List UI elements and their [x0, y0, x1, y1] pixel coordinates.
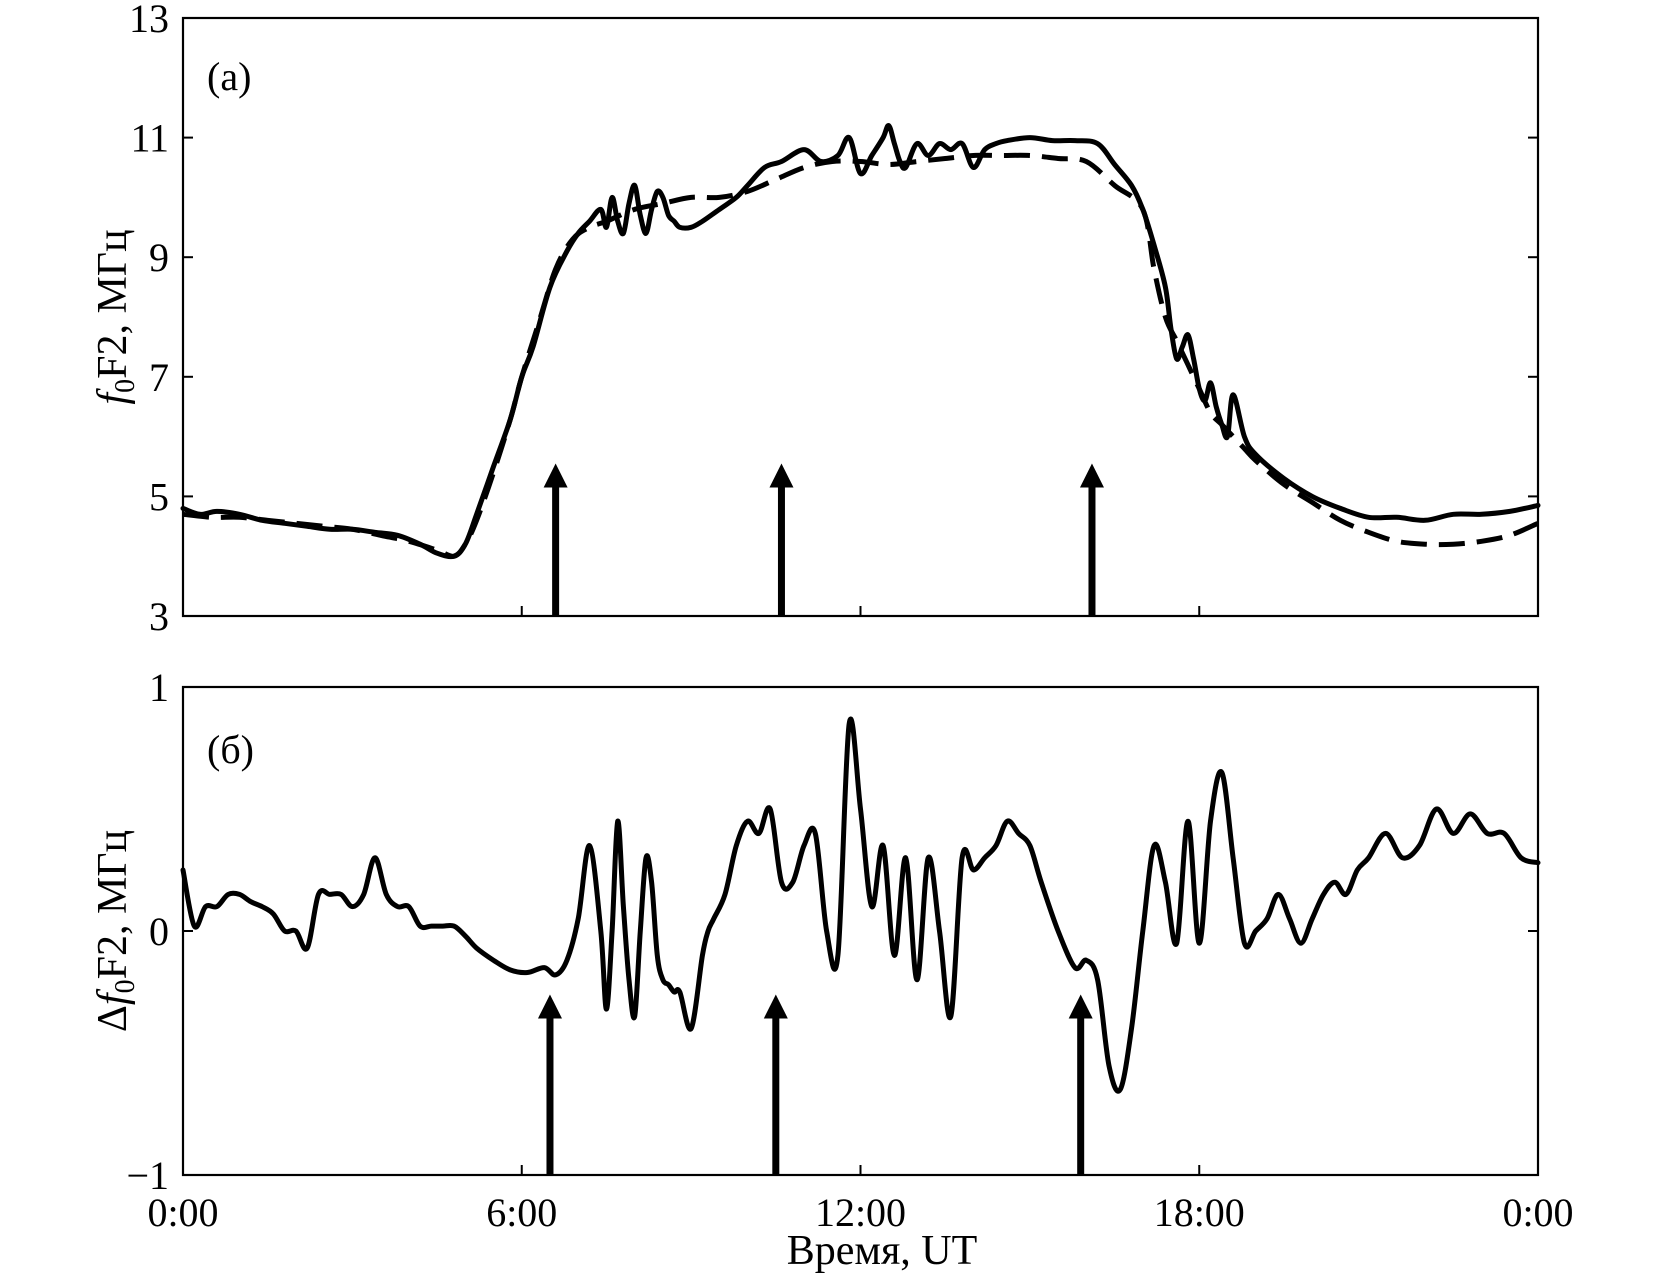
panel-a-fof2-chart: 3 5 7 9 11 13 (a) f0F2, МГц: [90, 0, 1541, 639]
x-tick-label: 6:00: [486, 1190, 557, 1235]
x-tick-label: 0:00: [1502, 1190, 1573, 1235]
y-tick-label-a: 3: [149, 594, 169, 639]
panel-b-delta-fof2-chart: −1 0 1 (б) Δf0F2, МГц: [90, 665, 1541, 1198]
y-tick-label-b: 0: [149, 909, 169, 954]
event-arrow-head-a: [543, 463, 568, 488]
panel-label-b: (б): [207, 727, 254, 772]
y-tick-label-a: 11: [130, 116, 169, 161]
event-arrow-head-b: [763, 994, 788, 1019]
y-tick-label-a: 5: [149, 474, 169, 519]
series-line-a-dashed: [182, 152, 1540, 559]
x-tick-label: 12:00: [815, 1190, 906, 1235]
y-tick-label-a: 13: [129, 0, 169, 41]
event-arrow-head-b: [1068, 994, 1093, 1019]
y-tick-label-a: 7: [149, 355, 169, 400]
shared-time-axis: 0:00 6:00 12:00 18:00 0:00: [147, 1190, 1573, 1235]
plot-frame-b: [181, 685, 1540, 1177]
y-axis-title-a: f0F2, МГц: [90, 229, 141, 404]
panel-label-a: (a): [207, 54, 251, 99]
x-tick-label: 0:00: [147, 1190, 218, 1235]
y-tick-label-b: 1: [149, 665, 169, 710]
event-arrow-head-a: [1079, 463, 1104, 488]
plot-frame-a: [181, 16, 1540, 618]
series-line-b-solid: [180, 716, 1541, 1094]
x-tick-label: 18:00: [1154, 1190, 1245, 1235]
series-line-a-solid: [180, 123, 1541, 560]
y-tick-label-a: 9: [149, 235, 169, 280]
y-tick-label-b: −1: [126, 1153, 169, 1198]
x-axis-title: Время, UT: [787, 1228, 978, 1274]
event-arrow-head-a: [769, 463, 794, 488]
y-axis-title-b: Δf0F2, МГц: [90, 830, 141, 1032]
event-arrow-head-b: [537, 994, 562, 1019]
